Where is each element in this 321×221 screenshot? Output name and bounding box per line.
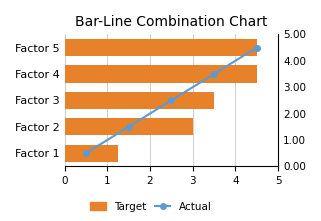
Bar [65, 145, 118, 162]
Bar [65, 92, 214, 109]
Bar [65, 118, 193, 135]
Bar [65, 39, 257, 56]
Legend: Target, Actual: Target, Actual [86, 197, 216, 216]
Title: Bar-Line Combination Chart: Bar-Line Combination Chart [75, 15, 268, 29]
Bar [65, 65, 257, 82]
